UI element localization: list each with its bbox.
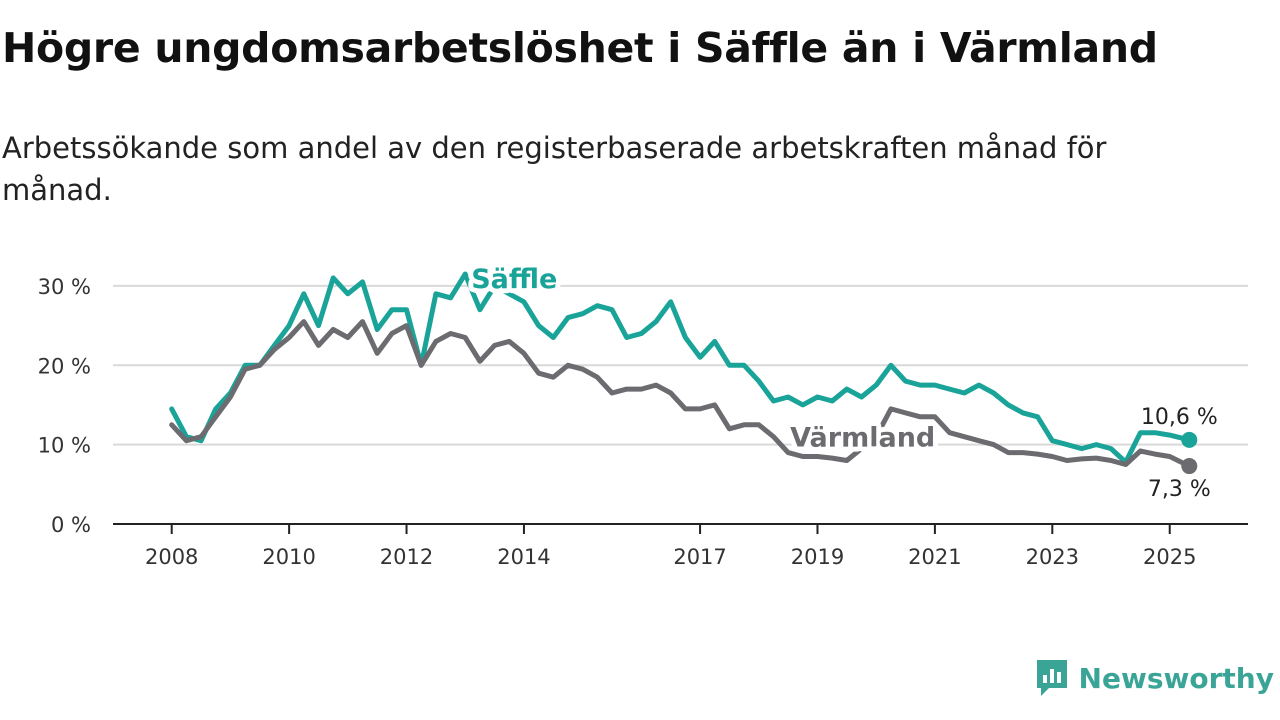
y-tick-label: 0 % [51,513,91,537]
x-tick-label: 2010 [262,545,315,569]
x-tick-label: 2025 [1143,545,1196,569]
brand-logo: Newsworthy [1035,658,1274,698]
x-tick-label: 2019 [791,545,844,569]
x-tick-label: 2023 [1026,545,1079,569]
series-end-label: 10,6 % [1141,405,1218,430]
series-name-label: Säffle [471,264,557,295]
series-end-point [1181,458,1198,475]
y-tick-label: 30 % [38,275,91,299]
x-tick-label: 2014 [497,545,550,569]
series-name-halo: Värmland [790,423,935,454]
x-tick-label: 2017 [673,545,726,569]
series-end-label: 7,3 % [1148,477,1211,502]
chart-subtitle: Arbetssökande som andel av den registerb… [2,131,1107,207]
series-line [169,271,1192,465]
x-tick-label: 2012 [380,545,433,569]
y-tick-label: 20 % [38,354,91,378]
newsworthy-logo-icon [1036,660,1067,696]
series-lines [169,271,1198,475]
chart-title: Högre ungdomsarbetslöshet i Säffle än i … [2,24,1158,72]
x-axis: 2008 2010 2012 2014 2017 2019 2021 2023 2025 [113,523,1248,569]
brand-name: Newsworthy [1078,661,1274,695]
grid-lines [113,284,1248,446]
x-tick-label: 2021 [908,545,961,569]
x-tick-label: 2008 [145,545,198,569]
y-tick-label: 10 % [38,434,91,458]
series-name-label: Värmland [790,423,935,454]
line-chart: 0 % 10 % 20 % 30 % 2008 2010 2012 2014 2017 2019… [37,259,1248,569]
series-end-point [1181,431,1198,448]
series-name-halo: Säffle [471,264,557,295]
y-axis-ticks: 0 % 10 % 20 % 30 % [38,275,91,537]
series-line [169,319,1192,469]
